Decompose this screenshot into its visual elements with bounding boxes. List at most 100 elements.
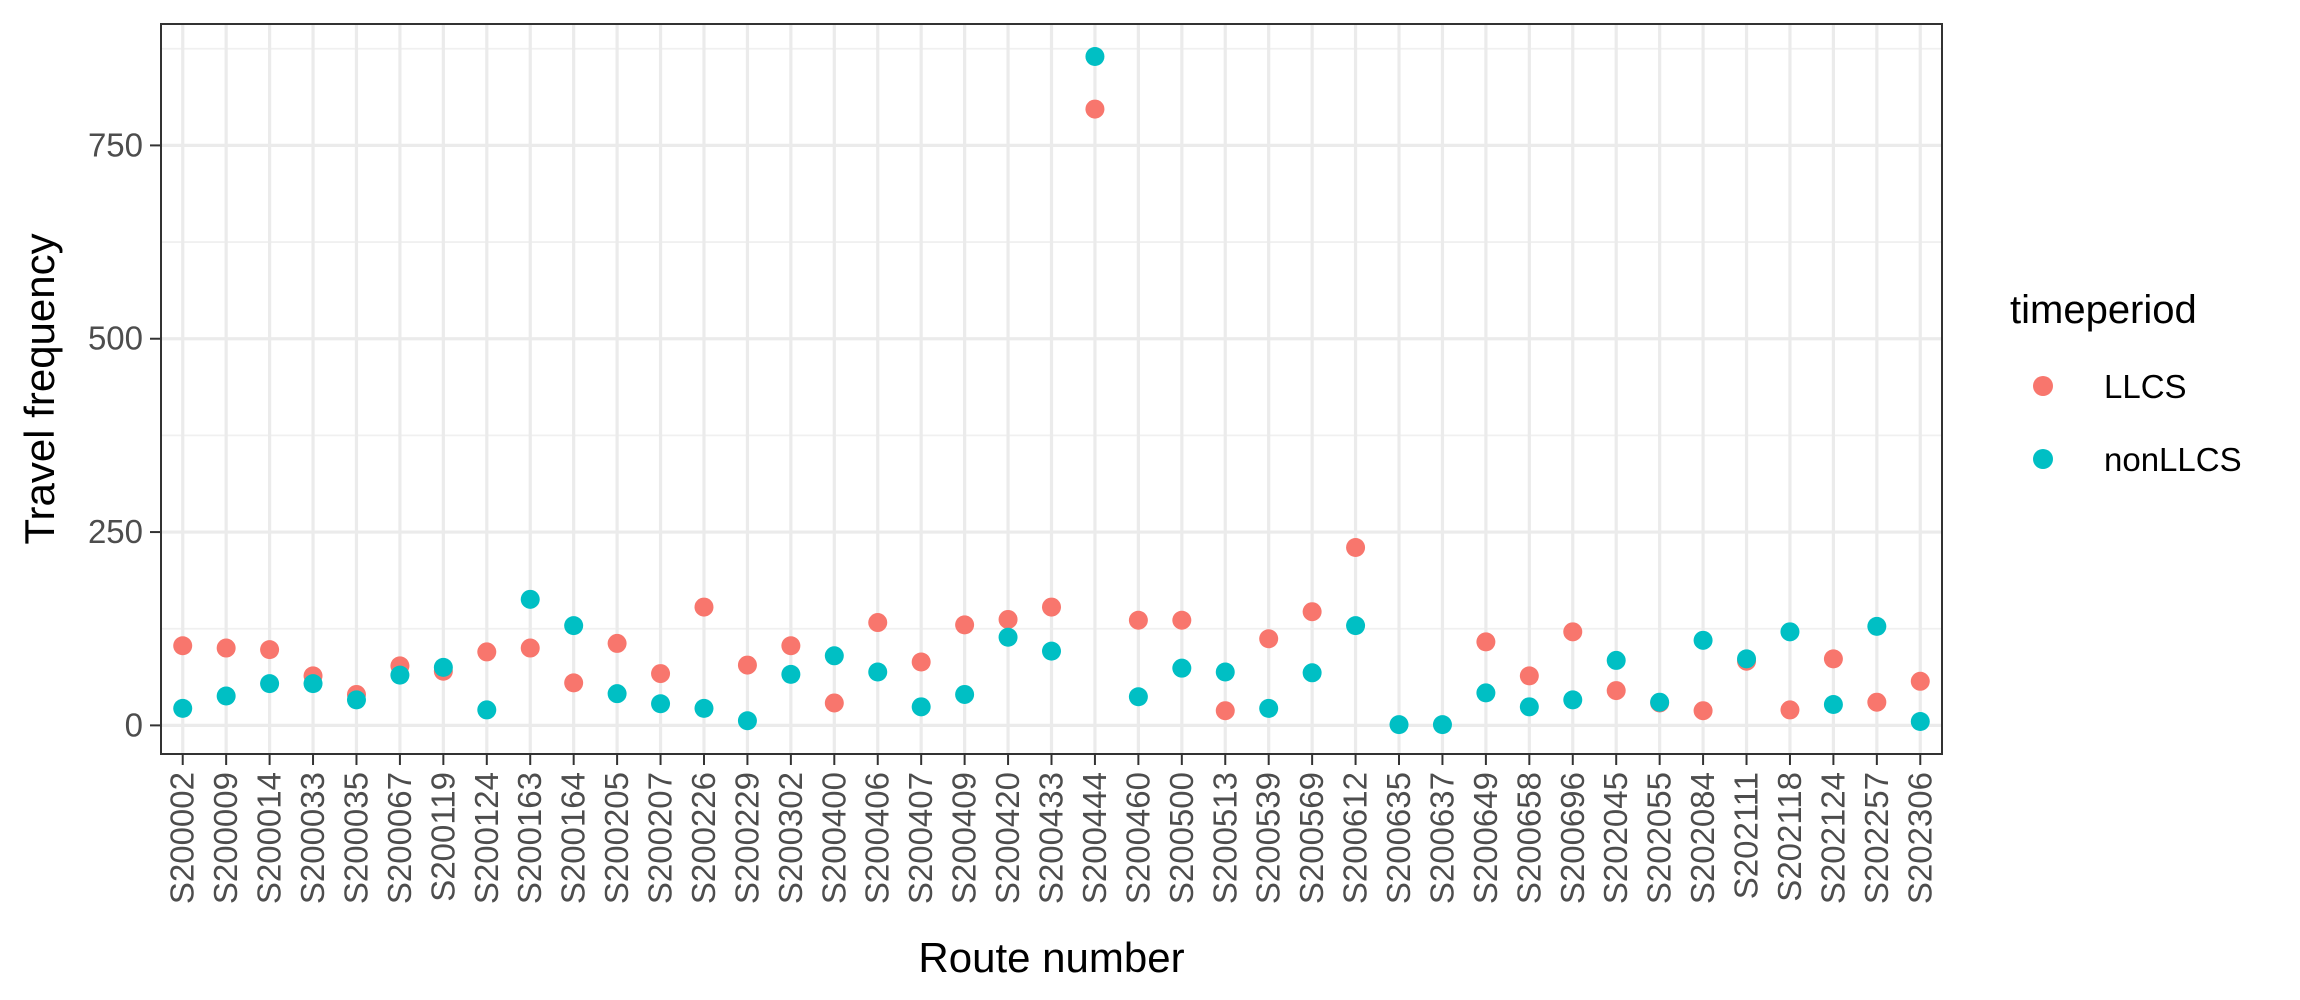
point-llcs-s200569 (1302, 602, 1322, 622)
point-nonllcs-s200409 (955, 684, 975, 704)
point-nonllcs-s200119 (433, 657, 453, 677)
x-tick-label: S200226 (685, 772, 722, 904)
point-nonllcs-s200513 (1215, 662, 1235, 682)
point-llcs-s200014 (260, 640, 280, 660)
point-nonllcs-s200302 (781, 664, 801, 684)
x-tick-label: S200163 (511, 772, 548, 904)
point-nonllcs-s200637 (1432, 715, 1452, 735)
x-tick-label: S202055 (1641, 772, 1678, 904)
x-tick-label: S200400 (815, 772, 852, 904)
point-nonllcs-s202111 (1737, 649, 1757, 669)
point-nonllcs-s200420 (998, 627, 1018, 647)
x-tick-label: S202257 (1858, 772, 1895, 904)
y-tick-label: 750 (88, 126, 143, 163)
point-nonllcs-s200033 (303, 674, 323, 694)
x-tick-label: S202118 (1771, 772, 1808, 902)
point-llcs-s200696 (1563, 622, 1583, 642)
y-tick-label: 0 (125, 706, 143, 743)
point-llcs-s200164 (564, 673, 584, 693)
y-tick-label: 250 (88, 513, 143, 550)
point-nonllcs-s200002 (173, 698, 193, 718)
point-nonllcs-s202055 (1650, 692, 1670, 712)
point-nonllcs-s200124 (477, 700, 497, 720)
point-nonllcs-s200569 (1302, 663, 1322, 683)
point-nonllcs-s200207 (651, 694, 671, 714)
point-llcs-s202084 (1693, 701, 1713, 721)
point-nonllcs-s200407 (911, 697, 931, 717)
x-tick-label: S200302 (772, 772, 809, 904)
point-nonllcs-s200444 (1085, 46, 1105, 66)
legend-title: timeperiod (2010, 288, 2197, 332)
point-llcs-s200658 (1519, 666, 1539, 686)
x-tick-label: S200500 (1163, 772, 1200, 904)
point-llcs-s200207 (651, 664, 671, 684)
point-llcs-s200500 (1172, 610, 1192, 630)
point-llcs-s200444 (1085, 99, 1105, 119)
x-tick-label: S200035 (337, 772, 374, 904)
data-points (173, 46, 1930, 735)
point-nonllcs-s200649 (1476, 683, 1496, 703)
point-llcs-s200205 (607, 633, 627, 653)
point-llcs-s200513 (1215, 701, 1235, 721)
x-tick-label: S200649 (1467, 772, 1504, 904)
x-tick-label: S200444 (1076, 772, 1113, 904)
point-llcs-s202124 (1823, 649, 1843, 669)
point-nonllcs-s200067 (390, 665, 410, 685)
point-nonllcs-s200460 (1128, 687, 1148, 707)
legend-label-nonllcs: nonLLCS (2104, 441, 2242, 478)
point-llcs-s200406 (868, 613, 888, 633)
point-nonllcs-s202306 (1910, 712, 1930, 732)
point-llcs-s202045 (1606, 681, 1626, 701)
x-tick-label: S202124 (1814, 772, 1851, 904)
x-tick-label: S200406 (859, 772, 896, 904)
legend-key-nonllcs (2033, 449, 2053, 469)
x-tick-label: S202045 (1597, 772, 1634, 904)
x-tick-label: S200014 (251, 772, 288, 904)
x-tick-label: S200637 (1423, 772, 1460, 904)
point-llcs-s200433 (1042, 597, 1061, 617)
point-nonllcs-s200539 (1259, 698, 1279, 718)
y-axis-title: Travel frequency (16, 233, 63, 544)
point-nonllcs-s200163 (520, 589, 540, 609)
point-llcs-s200124 (477, 642, 497, 662)
point-llcs-s200163 (520, 638, 540, 658)
x-tick-label: S202111 (1728, 772, 1765, 899)
legend-key-llcs (2033, 376, 2053, 396)
x-tick-label: S200164 (555, 772, 592, 904)
point-nonllcs-s202257 (1867, 616, 1887, 636)
y-tick-label: 500 (88, 320, 143, 357)
x-tick-label: S200433 (1033, 772, 1070, 904)
point-nonllcs-s200226 (694, 698, 714, 718)
point-nonllcs-s200035 (346, 690, 366, 710)
point-nonllcs-s200400 (824, 646, 844, 666)
x-tick-label: S200002 (164, 772, 201, 904)
point-llcs-s200400 (824, 693, 844, 713)
legend: timeperiod LLCS nonLLCS (2010, 288, 2242, 478)
x-tick-label: S200229 (728, 772, 765, 904)
x-tick-label: S200635 (1380, 772, 1417, 904)
x-tick-label: S200409 (946, 772, 983, 904)
point-llcs-s200420 (998, 609, 1018, 629)
point-nonllcs-s200500 (1172, 658, 1192, 678)
point-llcs-s202118 (1780, 700, 1800, 720)
x-tick-label: S200420 (989, 772, 1026, 904)
x-tick-label: S200569 (1293, 772, 1330, 904)
x-tick-label: S200658 (1510, 772, 1547, 904)
point-nonllcs-s200164 (564, 616, 584, 636)
point-llcs-s200002 (173, 636, 193, 656)
point-llcs-s200460 (1128, 610, 1148, 630)
point-llcs-s200229 (737, 655, 757, 675)
legend-label-llcs: LLCS (2104, 368, 2187, 405)
point-llcs-s200539 (1259, 629, 1279, 649)
point-nonllcs-s200612 (1346, 616, 1366, 636)
x-tick-label: S200460 (1119, 772, 1156, 904)
point-nonllcs-s200433 (1042, 641, 1061, 661)
point-llcs-s200407 (911, 652, 931, 672)
x-axis: S200002 S200009 S200014 S200033 S200035 S2000… (164, 754, 1938, 904)
point-nonllcs-s202124 (1823, 695, 1843, 715)
point-llcs-s200226 (694, 597, 714, 617)
x-tick-label: S202084 (1684, 772, 1721, 904)
x-tick-label: S202306 (1901, 772, 1938, 904)
point-llcs-s200612 (1346, 538, 1366, 558)
